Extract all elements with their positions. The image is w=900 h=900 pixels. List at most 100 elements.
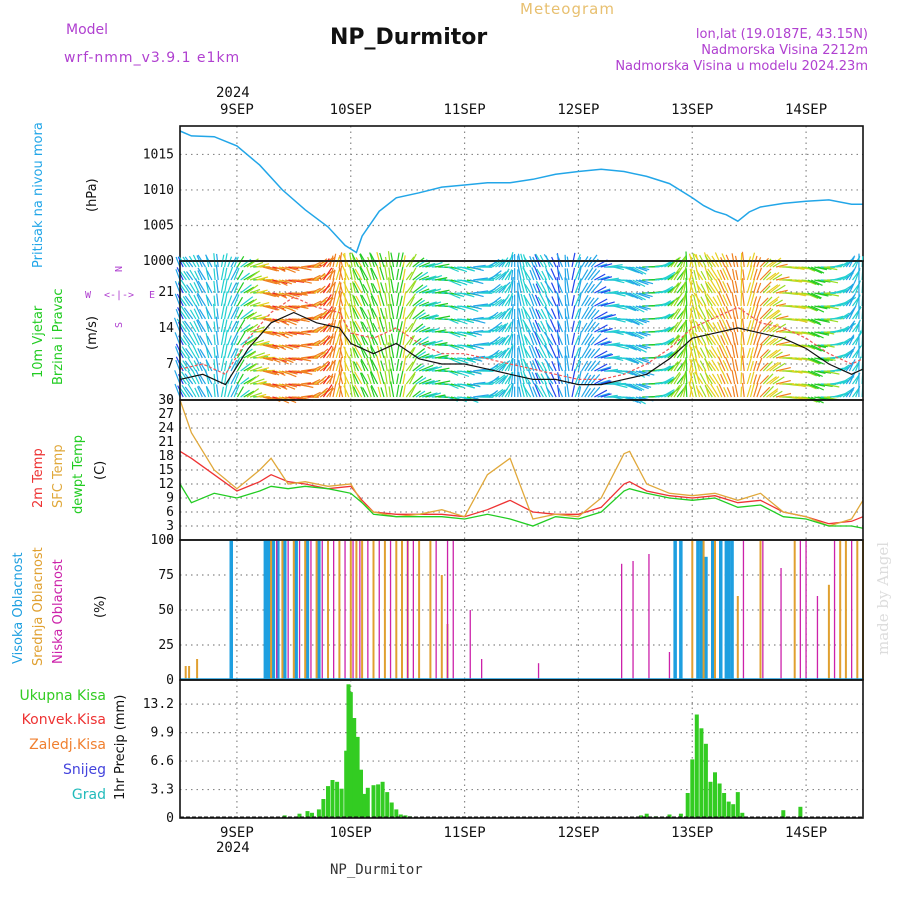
precip-bar <box>713 772 717 818</box>
wind-barb <box>343 371 350 385</box>
wind-barb <box>814 370 826 374</box>
wind-barb <box>187 383 197 398</box>
wind-barb <box>353 371 363 385</box>
precip-bar <box>394 809 399 818</box>
mid-cloud-bar <box>418 540 421 680</box>
wind-barb <box>571 305 576 320</box>
wind-barb <box>638 305 651 310</box>
wind-barb <box>540 320 548 333</box>
wind-barb <box>233 267 240 281</box>
wind-barb <box>366 293 372 307</box>
wind-barb <box>408 280 417 294</box>
wind-barb <box>434 315 451 320</box>
wind-barb <box>600 341 612 346</box>
wind-barb <box>220 386 224 398</box>
wind-barb <box>670 384 681 398</box>
wind-barb <box>415 325 426 333</box>
wind-barb <box>749 252 756 268</box>
wind-barb <box>316 296 328 307</box>
precip-bar <box>352 718 357 818</box>
wind-barb <box>322 283 331 294</box>
wind-barb <box>661 326 671 333</box>
wind-barb <box>710 383 720 398</box>
wind-barb <box>740 331 743 346</box>
wind-barb <box>370 295 375 307</box>
wind-barb <box>725 293 732 307</box>
wind-barb <box>233 384 240 398</box>
precip-tick-label: 13.2 <box>143 697 174 712</box>
wind-barb <box>227 342 234 359</box>
wind-barb <box>661 389 675 398</box>
wind-barb <box>571 267 576 281</box>
wind-barb <box>236 386 245 398</box>
wind-unit: (m/s) <box>85 316 100 350</box>
wind-barb <box>422 275 437 281</box>
wind-barb <box>388 303 391 320</box>
wind-barb <box>740 318 743 333</box>
wind-barb <box>384 343 388 359</box>
wind-barb <box>227 320 233 333</box>
wind-barb <box>706 309 713 320</box>
wind-barb <box>741 355 745 372</box>
wind-barb <box>390 333 395 346</box>
high-cloud-bar <box>696 540 700 680</box>
wind-barb <box>564 320 567 333</box>
wind-barb <box>685 343 688 359</box>
wind-barb <box>205 294 210 307</box>
wind-barb <box>352 295 360 307</box>
cloud-ylabel-mid: Srednja Oblacnost <box>31 547 46 666</box>
wind-barb <box>741 251 745 268</box>
wind-barb <box>358 343 366 359</box>
wind-barb <box>184 320 194 333</box>
pressure-ylabel: Pritisak na nivou mora <box>31 122 46 268</box>
wind-barb <box>804 292 819 299</box>
wind-barb <box>288 292 303 296</box>
wind-barb <box>182 332 194 346</box>
wind-barb <box>281 344 294 350</box>
wind-barb <box>632 370 646 378</box>
wind-barb <box>845 283 854 294</box>
wind-barb <box>597 392 610 398</box>
high-cloud-bar <box>263 540 268 680</box>
wind-barb <box>415 285 428 294</box>
wind-barb <box>756 282 762 294</box>
wind-barb <box>625 331 637 338</box>
precip-bar <box>740 812 745 818</box>
wind-barb <box>288 396 304 400</box>
wind-barb <box>428 315 440 320</box>
low-cloud-bar <box>276 540 278 680</box>
wind-barb <box>236 331 246 346</box>
wind-barb <box>405 256 415 268</box>
wind-barb <box>807 331 820 338</box>
wind-barb <box>746 307 752 320</box>
wind-barb <box>531 371 538 385</box>
precip-ylabel: 1hr Precip (mm) <box>113 695 128 800</box>
wind-barb <box>625 370 638 377</box>
wind-barb <box>453 266 468 273</box>
wind-barb <box>613 370 625 375</box>
wind-barb <box>707 308 716 320</box>
wind-barb <box>492 324 503 333</box>
high-cloud-bar <box>699 540 704 680</box>
wind-barb <box>804 279 817 286</box>
wind-barb <box>187 332 197 346</box>
precip-bar <box>798 806 803 818</box>
wind-barb <box>590 360 601 372</box>
wind-barb <box>388 386 391 398</box>
wind-barb <box>708 374 716 385</box>
wind-barb <box>759 281 772 294</box>
wind-barb <box>388 292 391 307</box>
wind-barb <box>661 365 671 372</box>
wind-barb <box>510 295 514 307</box>
low-cloud-bar <box>816 596 819 680</box>
wind-barb <box>399 347 403 359</box>
wind-barb <box>550 308 557 320</box>
wind-barb <box>405 335 414 346</box>
wind-barb <box>193 281 200 294</box>
wind-barb <box>240 296 254 307</box>
wind-barb <box>762 385 774 398</box>
wind-barb <box>673 383 683 398</box>
precip-bar <box>321 799 326 818</box>
wind-barb <box>742 292 745 307</box>
